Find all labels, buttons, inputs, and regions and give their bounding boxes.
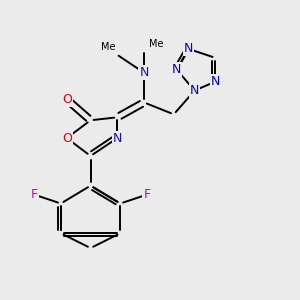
Text: N: N bbox=[190, 84, 199, 97]
Text: N: N bbox=[184, 42, 193, 56]
Text: N: N bbox=[211, 75, 220, 88]
Text: N: N bbox=[140, 66, 149, 79]
Text: F: F bbox=[143, 188, 151, 201]
Text: Me: Me bbox=[149, 39, 163, 49]
Text: N: N bbox=[112, 132, 122, 145]
Text: O: O bbox=[62, 93, 72, 106]
Text: Me: Me bbox=[101, 42, 116, 52]
Text: O: O bbox=[62, 132, 72, 145]
Text: N: N bbox=[172, 63, 182, 76]
Text: F: F bbox=[31, 188, 38, 201]
